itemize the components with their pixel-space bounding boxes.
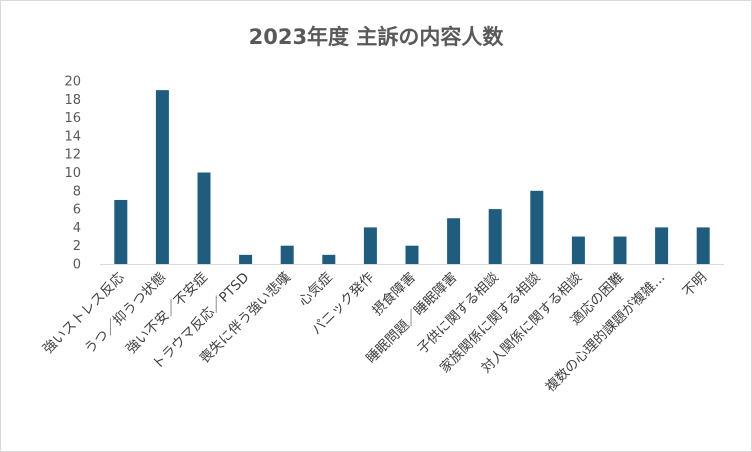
bar	[613, 236, 627, 264]
bar	[114, 199, 128, 264]
y-tick-label: 0	[73, 258, 81, 273]
y-tick-label: 14	[64, 129, 81, 144]
y-tick-label: 2	[73, 239, 81, 254]
y-tick-label: 10	[64, 166, 81, 181]
bar	[322, 254, 336, 264]
y-tick-label: 16	[64, 111, 81, 126]
y-tick-label: 12	[64, 148, 81, 163]
bar	[280, 245, 294, 264]
category-label-layer: 強いストレス反応うつ／抑うつ状態強い不安／不安症トラウマ反応／PTSD喪失に伴う…	[40, 268, 710, 395]
y-tick-label: 8	[73, 184, 81, 199]
y-tick-label: 18	[64, 93, 81, 108]
bar	[239, 254, 253, 264]
bar-layer	[114, 90, 710, 265]
bar	[405, 245, 419, 264]
y-tick-label: 6	[73, 203, 81, 218]
bar	[363, 227, 377, 264]
chart-title: 2023年度 主訴の内容人数	[248, 25, 504, 49]
y-tick-label: 4	[73, 221, 81, 236]
bar	[155, 90, 169, 265]
category-label: 不明	[680, 270, 710, 300]
bar	[488, 209, 502, 264]
bar	[696, 227, 710, 264]
bar	[530, 190, 544, 264]
bar	[571, 236, 585, 264]
bar	[197, 172, 211, 264]
bar	[447, 218, 461, 264]
axis-layer: 0 2 4 6 8 10 12 14 16 18 20	[64, 75, 724, 273]
y-tick-label: 20	[64, 75, 81, 90]
bar	[655, 227, 669, 264]
category-label: 心気症	[296, 270, 336, 310]
